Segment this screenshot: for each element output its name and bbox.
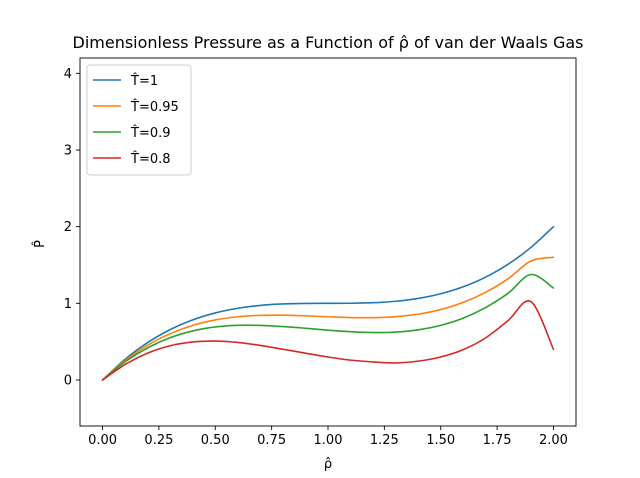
x-tick-label: 0.50	[201, 433, 230, 448]
y-axis-label: P̂	[33, 240, 48, 248]
x-tick-label: 0.75	[257, 433, 286, 448]
series-line-4	[101, 299, 555, 381]
legend-label-1: T̂=1	[130, 74, 158, 89]
y-tick-label: 1	[64, 297, 72, 312]
series-line-3	[101, 273, 555, 381]
y-tick-label: 4	[64, 67, 72, 82]
x-tick-label: 1.75	[483, 433, 512, 448]
series-lines	[101, 225, 555, 381]
y-tick-label: 3	[64, 144, 72, 159]
legend: T̂=1 T̂=0.95 T̂=0.9 T̂=0.8	[86, 64, 192, 176]
plot-area: 0.00 0.25 0.50 0.75 1.00 1.25 1.50 1.75 2.00 0 1 2 3…	[64, 57, 577, 448]
x-tick-label: 0.00	[88, 433, 117, 448]
legend-label-4: T̂=0.8	[130, 152, 171, 167]
x-tick-label: 0.25	[144, 433, 173, 448]
y-tick-label: 2	[64, 220, 72, 235]
legend-box	[86, 64, 192, 176]
x-axis-label: ρ̂	[324, 457, 332, 472]
x-tick-label: 1.50	[426, 433, 455, 448]
x-tick-label: 1.25	[370, 433, 399, 448]
x-tick-label: 1.00	[314, 433, 343, 448]
y-tick-label: 0	[64, 374, 72, 389]
legend-label-2: T̂=0.95	[130, 100, 179, 115]
series-line-2	[101, 256, 555, 381]
legend-label-3: T̂=0.9	[130, 126, 171, 141]
series-line-1	[101, 225, 555, 381]
chart-title: Dimensionless Pressure as a Function of …	[73, 33, 584, 52]
x-tick-label: 2.00	[539, 433, 568, 448]
